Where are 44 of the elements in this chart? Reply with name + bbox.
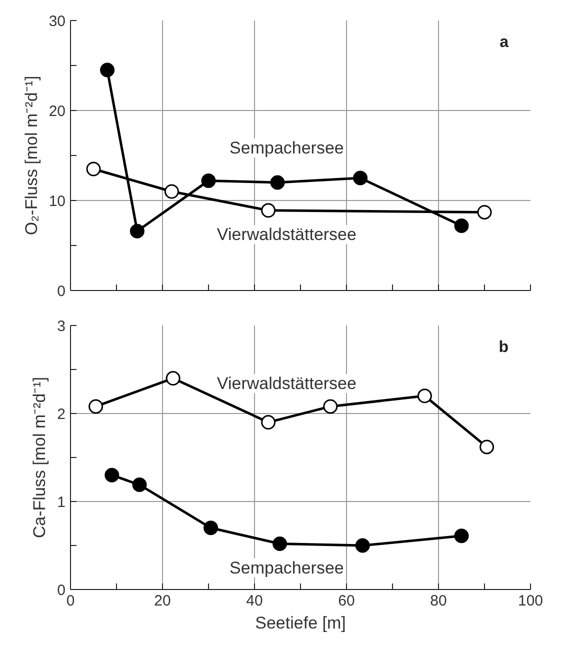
y-tick-label: 1 bbox=[57, 494, 66, 511]
point bbox=[130, 224, 144, 238]
point bbox=[164, 184, 179, 199]
point bbox=[270, 175, 285, 190]
point bbox=[132, 478, 147, 492]
series-label: Sempachersee bbox=[230, 558, 344, 578]
annotation: b bbox=[498, 339, 509, 356]
point bbox=[353, 170, 368, 186]
point bbox=[272, 536, 288, 551]
point bbox=[454, 218, 469, 233]
point bbox=[417, 388, 432, 404]
point bbox=[323, 399, 338, 414]
point bbox=[201, 173, 216, 188]
point bbox=[88, 399, 104, 414]
point bbox=[204, 520, 218, 536]
x-tick-label: 40 bbox=[246, 592, 263, 610]
x-tick-label: 20 bbox=[154, 592, 171, 610]
y-tick-label: 20 bbox=[48, 103, 66, 120]
point bbox=[477, 204, 492, 220]
annotation: a bbox=[500, 34, 509, 51]
point bbox=[261, 203, 276, 218]
y-tick-label: 10 bbox=[48, 193, 66, 210]
point bbox=[480, 440, 494, 454]
y-tick-label: 2 bbox=[57, 406, 66, 423]
series-label: Sempachersee bbox=[230, 138, 344, 158]
point bbox=[100, 62, 115, 78]
x-tick-label: 80 bbox=[430, 592, 447, 610]
x-tick-label: 100 bbox=[518, 592, 544, 610]
point bbox=[454, 528, 469, 544]
y-axis-title: O₂-Fluss [mol m⁻²d⁻¹] bbox=[22, 76, 41, 236]
point bbox=[261, 415, 276, 430]
series-label: Vierwaldstättersee bbox=[216, 374, 356, 394]
point bbox=[355, 538, 370, 553]
point bbox=[104, 468, 120, 482]
y-axis-title: Ca-Fluss [mol m⁻²d⁻¹] bbox=[30, 376, 50, 538]
y-tick-label: 0 bbox=[57, 582, 66, 599]
y-tick-label: 0 bbox=[57, 283, 66, 300]
y-tick-label: 30 bbox=[48, 13, 66, 30]
y-tick-label: 3 bbox=[57, 318, 66, 335]
point bbox=[86, 162, 101, 176]
point bbox=[166, 371, 180, 386]
series-label: Vierwaldstättersee bbox=[216, 225, 356, 244]
x-tick-label: 60 bbox=[338, 592, 355, 610]
x-axis-title: Seetiefe [m] bbox=[255, 614, 346, 632]
